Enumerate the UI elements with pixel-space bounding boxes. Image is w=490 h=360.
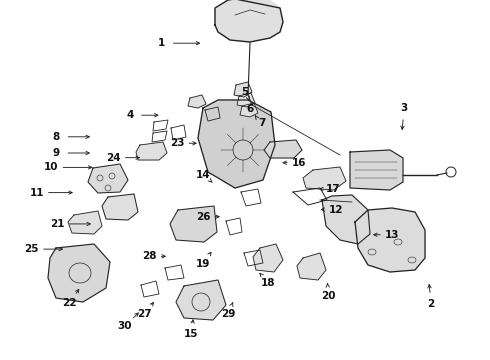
Text: 3: 3	[401, 103, 408, 113]
Text: 7: 7	[258, 118, 266, 128]
Text: 24: 24	[106, 153, 121, 163]
Polygon shape	[176, 280, 226, 320]
Text: 16: 16	[292, 158, 306, 168]
Text: 5: 5	[242, 87, 248, 97]
Polygon shape	[198, 100, 275, 188]
Text: 25: 25	[24, 244, 39, 254]
Text: 30: 30	[118, 321, 132, 331]
Text: 27: 27	[137, 309, 152, 319]
Text: 2: 2	[428, 299, 435, 309]
Polygon shape	[215, 0, 283, 42]
Polygon shape	[297, 253, 326, 280]
Text: 22: 22	[62, 298, 77, 308]
Text: 23: 23	[170, 138, 185, 148]
Text: 20: 20	[321, 291, 336, 301]
Text: 17: 17	[326, 184, 341, 194]
Polygon shape	[253, 244, 283, 272]
Polygon shape	[88, 164, 128, 193]
Text: 8: 8	[53, 132, 60, 142]
Polygon shape	[303, 167, 346, 190]
Polygon shape	[170, 206, 217, 242]
Polygon shape	[102, 194, 138, 220]
Text: 19: 19	[196, 258, 211, 269]
Polygon shape	[237, 93, 255, 107]
Text: 26: 26	[196, 212, 211, 222]
Polygon shape	[68, 211, 102, 234]
Polygon shape	[188, 95, 206, 108]
Text: 29: 29	[220, 309, 235, 319]
Text: 9: 9	[53, 148, 60, 158]
Text: 13: 13	[385, 230, 399, 240]
Text: 6: 6	[246, 104, 253, 114]
Text: 11: 11	[29, 188, 44, 198]
Text: 12: 12	[328, 204, 343, 215]
Text: 28: 28	[142, 251, 157, 261]
Polygon shape	[136, 142, 167, 160]
Text: 1: 1	[158, 38, 165, 48]
Polygon shape	[234, 82, 252, 97]
Polygon shape	[350, 150, 403, 190]
Text: 15: 15	[184, 329, 198, 339]
Polygon shape	[322, 195, 370, 244]
Text: 21: 21	[50, 219, 65, 229]
Polygon shape	[240, 103, 258, 117]
Polygon shape	[355, 208, 425, 272]
Text: 18: 18	[261, 278, 276, 288]
Text: 10: 10	[44, 162, 59, 172]
Polygon shape	[48, 244, 110, 302]
Polygon shape	[264, 140, 302, 158]
Text: 4: 4	[126, 110, 134, 120]
Text: 14: 14	[196, 170, 211, 180]
